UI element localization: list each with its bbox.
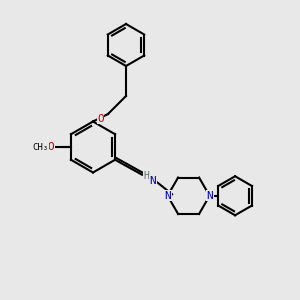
Text: CH₃: CH₃ xyxy=(32,142,49,152)
Text: H: H xyxy=(144,171,149,181)
Text: N: N xyxy=(206,191,213,201)
Text: O: O xyxy=(48,140,54,151)
Text: N: N xyxy=(164,191,171,201)
Text: O: O xyxy=(97,113,104,124)
Text: O: O xyxy=(48,142,54,152)
Text: N: N xyxy=(149,176,156,186)
